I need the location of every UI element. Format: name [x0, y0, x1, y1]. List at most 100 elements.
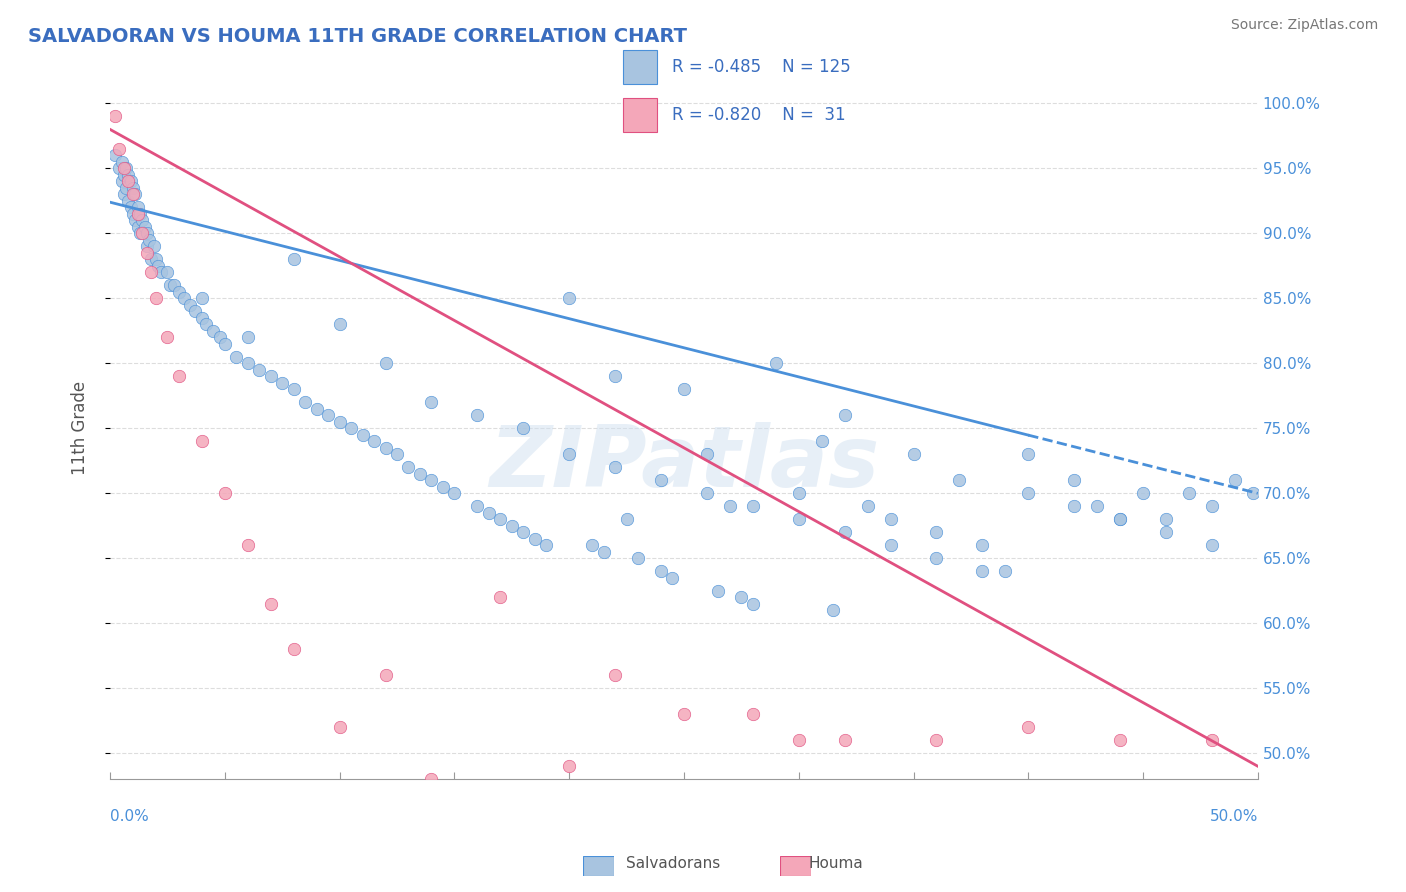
Point	[879, 512, 901, 526]
Point	[374, 441, 396, 455]
Point	[138, 233, 160, 247]
Point	[329, 415, 352, 429]
Point	[156, 330, 179, 344]
Point	[124, 213, 146, 227]
Point	[672, 383, 695, 397]
Point	[1109, 733, 1132, 747]
Point	[1223, 474, 1246, 488]
Point	[467, 409, 489, 423]
Point	[120, 201, 142, 215]
Point	[558, 447, 581, 461]
Point	[650, 474, 672, 488]
Point	[173, 292, 195, 306]
Point	[787, 512, 810, 526]
Text: Salvadorans: Salvadorans	[626, 856, 720, 871]
Point	[191, 434, 214, 449]
Point	[122, 181, 145, 195]
Point	[374, 356, 396, 370]
Point	[294, 395, 316, 409]
Point	[558, 292, 581, 306]
Point	[209, 330, 232, 344]
Y-axis label: 11th Grade: 11th Grade	[72, 381, 89, 475]
Point	[603, 369, 626, 384]
Point	[672, 707, 695, 722]
Point	[1201, 538, 1223, 552]
Point	[316, 409, 339, 423]
Point	[129, 227, 152, 241]
Point	[110, 155, 132, 169]
Point	[1241, 486, 1264, 500]
Point	[787, 486, 810, 500]
Text: R = -0.485    N = 125: R = -0.485 N = 125	[672, 58, 851, 76]
Point	[167, 285, 190, 299]
Point	[398, 460, 420, 475]
Point	[247, 363, 270, 377]
Point	[131, 213, 153, 227]
Point	[581, 538, 603, 552]
Point	[834, 733, 856, 747]
Point	[156, 265, 179, 279]
Point	[352, 428, 374, 442]
Point	[148, 259, 170, 273]
Point	[478, 506, 501, 520]
Point	[124, 187, 146, 202]
Point	[1109, 512, 1132, 526]
Point	[110, 174, 132, 188]
Point	[1154, 525, 1177, 540]
Point	[834, 409, 856, 423]
Point	[616, 512, 638, 526]
Point	[1178, 486, 1201, 500]
Text: SALVADORAN VS HOUMA 11TH GRADE CORRELATION CHART: SALVADORAN VS HOUMA 11TH GRADE CORRELATI…	[28, 27, 688, 45]
Point	[135, 246, 157, 260]
Point	[1017, 486, 1039, 500]
Point	[972, 564, 994, 578]
Point	[765, 356, 787, 370]
Point	[1063, 474, 1085, 488]
Point	[283, 642, 305, 657]
Point	[730, 591, 752, 605]
Point	[592, 545, 614, 559]
Point	[340, 421, 363, 435]
Point	[115, 181, 138, 195]
Point	[925, 733, 948, 747]
Point	[420, 395, 443, 409]
Point	[948, 474, 970, 488]
Point	[707, 583, 730, 598]
Point	[117, 174, 139, 188]
Point	[283, 252, 305, 267]
Point	[108, 142, 131, 156]
Point	[104, 110, 127, 124]
Point	[501, 518, 523, 533]
Point	[512, 421, 534, 435]
Point	[1085, 500, 1108, 514]
Point	[145, 252, 167, 267]
Point	[117, 168, 139, 182]
Point	[741, 707, 763, 722]
Point	[271, 376, 294, 390]
Point	[489, 591, 512, 605]
Point	[363, 434, 385, 449]
Point	[603, 460, 626, 475]
Point	[167, 369, 190, 384]
Point	[467, 500, 489, 514]
Point	[696, 447, 718, 461]
Point	[145, 292, 167, 306]
Point	[443, 486, 465, 500]
Point	[163, 278, 186, 293]
Point	[329, 318, 352, 332]
Point	[603, 668, 626, 682]
Point	[374, 668, 396, 682]
Point	[104, 148, 127, 162]
Text: R = -0.820    N =  31: R = -0.820 N = 31	[672, 106, 846, 124]
Point	[159, 278, 181, 293]
FancyBboxPatch shape	[623, 98, 657, 132]
Point	[141, 265, 163, 279]
Point	[179, 298, 201, 312]
Point	[1201, 500, 1223, 514]
Point	[972, 538, 994, 552]
Point	[489, 512, 512, 526]
Point	[834, 525, 856, 540]
Point	[283, 383, 305, 397]
Point	[184, 304, 207, 318]
Point	[1017, 447, 1039, 461]
